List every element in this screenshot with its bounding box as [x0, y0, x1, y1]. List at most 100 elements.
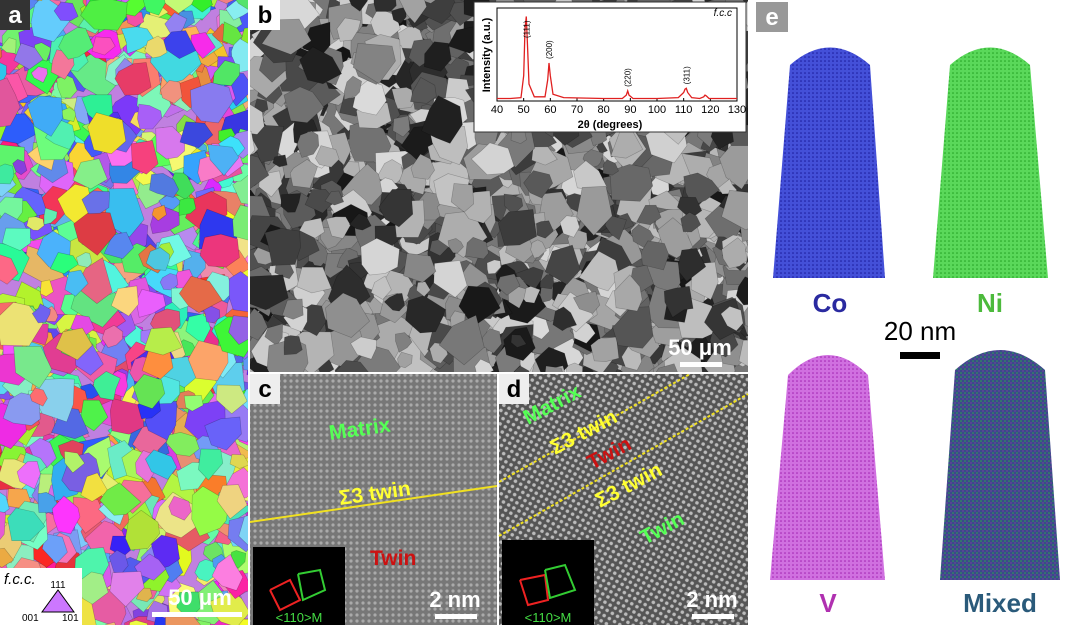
- grain: [383, 293, 406, 312]
- plot-frame: [496, 7, 738, 102]
- grain: [53, 1, 79, 22]
- grain: [296, 266, 332, 294]
- scale-bar: [680, 362, 722, 367]
- grain: [158, 195, 182, 210]
- y-axis-label: Intensity (a.u.): [481, 17, 493, 92]
- grain: [474, 358, 495, 372]
- grain: [199, 233, 240, 268]
- legend-box: [0, 568, 82, 625]
- grain: [145, 449, 178, 480]
- element-label: Co: [813, 288, 848, 318]
- grain: [81, 190, 110, 215]
- grain: [238, 515, 248, 546]
- panel-label: b: [258, 2, 273, 29]
- grain: [216, 484, 248, 520]
- grain: [721, 189, 748, 231]
- grain: [578, 250, 620, 292]
- grain: [217, 0, 235, 4]
- grain: [132, 374, 166, 409]
- grain: [27, 95, 64, 137]
- grain: [680, 211, 702, 233]
- grain: [576, 185, 613, 236]
- scale-bar-label: 2 nm: [686, 587, 737, 612]
- x-tick-label: 70: [571, 104, 583, 116]
- grain: [719, 145, 748, 190]
- grain: [663, 285, 694, 318]
- grain: [447, 238, 464, 254]
- scale-bar: [692, 614, 734, 619]
- legend-corner: 001: [22, 613, 39, 624]
- grain: [416, 281, 431, 298]
- grain: [228, 315, 248, 345]
- grain: [26, 216, 45, 231]
- grain: [0, 77, 21, 128]
- atom-map: [940, 350, 1060, 580]
- scale-bar: [152, 612, 242, 617]
- x-tick-label: 40: [491, 104, 503, 116]
- grain: [378, 188, 414, 228]
- grain: [438, 314, 485, 366]
- grain: [56, 74, 78, 99]
- grain: [486, 259, 502, 275]
- grain: [0, 547, 14, 568]
- grain: [232, 204, 248, 241]
- grain: [602, 159, 619, 176]
- grain: [250, 124, 285, 165]
- grain: [421, 95, 463, 144]
- grain: [408, 38, 439, 68]
- grain: [58, 27, 94, 60]
- grain: [144, 35, 168, 59]
- panel-label-box: [756, 2, 788, 32]
- panel-label: a: [8, 2, 22, 29]
- grain: [178, 275, 223, 314]
- grain: [142, 0, 166, 16]
- grain: [183, 395, 204, 412]
- grain: [207, 144, 240, 177]
- grain: [87, 112, 127, 155]
- grain: [126, 11, 145, 28]
- grain: [145, 247, 170, 271]
- grain: [480, 328, 502, 354]
- grain: [250, 104, 265, 135]
- panel-label-box: [250, 0, 280, 30]
- grain: [212, 60, 240, 87]
- grain: [424, 41, 452, 72]
- grain: [397, 351, 413, 369]
- atom-map: [933, 47, 1048, 278]
- grain: [143, 326, 183, 356]
- grain: [640, 240, 670, 271]
- grain: [598, 0, 606, 2]
- grain: [498, 209, 537, 247]
- grain: [433, 260, 468, 298]
- grain: [349, 213, 372, 231]
- grain: [229, 453, 248, 469]
- grain: [544, 244, 581, 285]
- grain: [334, 360, 369, 372]
- grain: [29, 387, 48, 407]
- grain: [283, 86, 325, 124]
- peak-label: (220): [624, 68, 633, 87]
- grain: [91, 36, 116, 56]
- grain: [676, 248, 707, 282]
- grain: [7, 507, 46, 542]
- x-axis-label: 2θ (degrees): [578, 119, 643, 131]
- grain: [49, 252, 79, 275]
- scale-bar-label: 20 nm: [884, 316, 956, 346]
- grain: [39, 279, 54, 297]
- grain: [360, 237, 400, 276]
- grain: [51, 495, 81, 535]
- grain: [16, 460, 41, 490]
- element-label: V: [819, 588, 837, 618]
- legend-corner: 101: [62, 613, 79, 624]
- grain: [0, 492, 10, 517]
- grain: [410, 153, 435, 180]
- grain: [612, 306, 654, 349]
- grain: [190, 32, 216, 60]
- grain: [496, 273, 521, 296]
- grain: [403, 252, 437, 283]
- grain: [325, 292, 370, 338]
- grain: [470, 142, 515, 176]
- peak-label: (311): [682, 66, 691, 84]
- grain: [190, 82, 234, 124]
- grain: [110, 285, 139, 317]
